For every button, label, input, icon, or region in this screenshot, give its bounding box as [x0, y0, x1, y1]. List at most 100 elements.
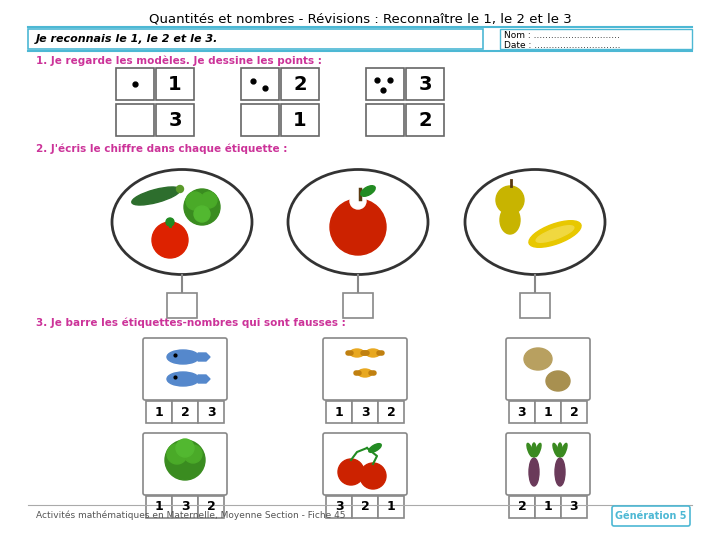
Text: 1: 1	[544, 406, 552, 419]
Text: 2: 2	[387, 406, 395, 419]
Text: 3: 3	[361, 406, 369, 419]
Ellipse shape	[167, 350, 199, 364]
Circle shape	[184, 189, 220, 225]
Bar	[167, 293, 197, 318]
Ellipse shape	[536, 226, 574, 242]
Text: 1: 1	[155, 501, 163, 514]
FancyArrow shape	[139, 188, 173, 204]
Bar	[561, 496, 587, 518]
Text: 2: 2	[181, 406, 189, 419]
Ellipse shape	[555, 458, 565, 486]
FancyBboxPatch shape	[506, 338, 590, 400]
Bar	[146, 496, 172, 518]
Bar	[561, 401, 587, 423]
Text: 1: 1	[387, 501, 395, 514]
Ellipse shape	[167, 372, 199, 386]
Ellipse shape	[350, 349, 364, 357]
Ellipse shape	[529, 458, 539, 486]
Text: Date : ..............................: Date : ..............................	[504, 40, 621, 50]
Bar	[406, 68, 444, 100]
Ellipse shape	[527, 443, 533, 457]
Ellipse shape	[524, 348, 552, 370]
Text: 1: 1	[293, 111, 307, 130]
Bar	[326, 401, 352, 423]
Circle shape	[186, 192, 204, 210]
Ellipse shape	[535, 443, 541, 457]
Bar	[378, 401, 404, 423]
Ellipse shape	[553, 443, 559, 457]
FancyBboxPatch shape	[143, 338, 227, 400]
Text: 3: 3	[418, 75, 432, 93]
Text: 1: 1	[168, 75, 182, 93]
Ellipse shape	[465, 170, 605, 274]
Ellipse shape	[529, 221, 581, 247]
FancyBboxPatch shape	[323, 433, 407, 495]
Circle shape	[194, 206, 210, 222]
Bar	[535, 401, 561, 423]
Ellipse shape	[132, 187, 180, 205]
FancyArrow shape	[198, 375, 210, 383]
Bar	[406, 104, 444, 136]
Bar	[116, 68, 154, 100]
Ellipse shape	[561, 443, 567, 457]
Bar	[172, 401, 198, 423]
Bar	[366, 104, 404, 136]
Circle shape	[184, 445, 202, 463]
Text: 3: 3	[570, 501, 578, 514]
Text: 2: 2	[570, 406, 578, 419]
FancyBboxPatch shape	[612, 506, 690, 526]
Bar	[326, 496, 352, 518]
Circle shape	[167, 444, 187, 464]
Text: 3. Je barre les étiquettes-nombres qui sont fausses :: 3. Je barre les étiquettes-nombres qui s…	[36, 317, 346, 327]
Circle shape	[176, 439, 194, 457]
Bar	[198, 401, 224, 423]
FancyArrow shape	[198, 353, 210, 361]
FancyBboxPatch shape	[506, 433, 590, 495]
Circle shape	[360, 463, 386, 489]
Text: 3: 3	[518, 406, 526, 419]
Text: Nom : ..............................: Nom : ..............................	[504, 30, 620, 39]
Circle shape	[496, 186, 524, 214]
Circle shape	[165, 440, 205, 480]
Text: Génération 5: Génération 5	[616, 511, 687, 521]
Text: 1: 1	[544, 501, 552, 514]
Circle shape	[338, 459, 364, 485]
Ellipse shape	[361, 186, 375, 197]
Ellipse shape	[358, 369, 372, 377]
Ellipse shape	[369, 444, 382, 453]
Bar	[116, 104, 154, 136]
Bar	[500, 29, 692, 49]
Bar	[352, 401, 378, 423]
Ellipse shape	[558, 443, 562, 457]
Text: 2. J'écris le chiffre dans chaque étiquette :: 2. J'écris le chiffre dans chaque étique…	[36, 143, 287, 153]
Text: 2: 2	[518, 501, 526, 514]
Bar	[281, 68, 319, 100]
Ellipse shape	[546, 371, 570, 391]
Ellipse shape	[532, 443, 536, 457]
Text: 1. Je regarde les modèles. Je dessine les points :: 1. Je regarde les modèles. Je dessine le…	[36, 56, 322, 66]
Text: 3: 3	[168, 111, 181, 130]
Bar	[172, 496, 198, 518]
Text: Activités mathématiques en Maternelle, Moyenne Section - Fiche 45: Activités mathématiques en Maternelle, M…	[36, 511, 346, 521]
Ellipse shape	[366, 349, 380, 357]
Circle shape	[166, 218, 174, 226]
Ellipse shape	[288, 170, 428, 274]
Circle shape	[201, 192, 217, 208]
Text: 3: 3	[335, 501, 343, 514]
Text: 2: 2	[293, 75, 307, 93]
Bar	[343, 293, 373, 318]
Bar	[281, 104, 319, 136]
Bar	[366, 68, 404, 100]
Text: 2: 2	[418, 111, 432, 130]
Bar	[509, 496, 535, 518]
Bar	[156, 104, 194, 136]
Circle shape	[176, 186, 184, 192]
Bar	[156, 68, 194, 100]
Text: 3: 3	[207, 406, 215, 419]
Bar	[241, 68, 279, 100]
Text: 3: 3	[181, 501, 189, 514]
Bar	[352, 496, 378, 518]
Bar	[378, 496, 404, 518]
Bar	[535, 496, 561, 518]
Bar	[241, 104, 279, 136]
